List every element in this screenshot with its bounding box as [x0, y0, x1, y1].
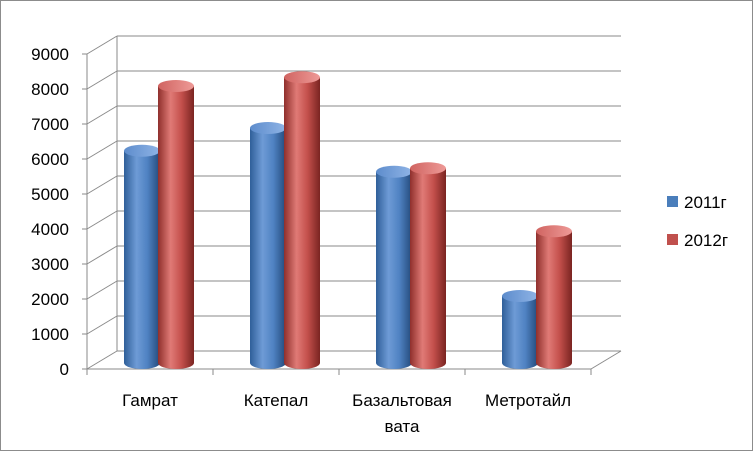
y-tick-label: 1000 [31, 325, 69, 344]
gridline-depth-6000 [86, 140, 118, 160]
x-tick-label: Катепал [244, 391, 309, 410]
bar-top [250, 122, 286, 134]
bar-2012г-Метротайл [536, 225, 572, 369]
bar-2012г-Гамрат [158, 80, 194, 369]
gridline-depth-1000 [86, 315, 118, 335]
bar-body [502, 296, 538, 369]
bar-body [158, 86, 194, 369]
bar-top [376, 165, 412, 178]
gridline-depth-7000 [86, 105, 118, 125]
bar-2011г-Метротайл [502, 290, 538, 369]
x-tick-label: Метротайл [485, 391, 571, 410]
y-tick-label: 7000 [31, 115, 69, 134]
bar-top [158, 80, 194, 92]
y-tick-label: 0 [60, 360, 69, 379]
legend-label-0: 2011г [684, 193, 727, 212]
legend: 2011г 2012г [667, 193, 728, 250]
bar-body [284, 77, 320, 369]
y-tick-label: 8000 [31, 80, 69, 99]
gridline-depth-2000 [86, 280, 118, 300]
bar-body [376, 171, 412, 369]
bar-top [410, 162, 446, 175]
y-tick-label: 4000 [31, 220, 69, 239]
bar-2011г-Катепал [250, 122, 286, 369]
axes [82, 53, 622, 375]
labels: 0 1000 2000 3000 4000 5000 6000 7000 8000 9000 Гам… [31, 45, 571, 436]
bar-body [410, 168, 446, 369]
bar-body [536, 231, 572, 369]
gridlines [86, 35, 621, 370]
bar-top [536, 225, 572, 238]
gridline-depth-0 [86, 350, 118, 370]
bar-body [250, 128, 286, 369]
gridline-depth-4000 [86, 210, 118, 230]
bar-2011г-Гамрат [124, 144, 160, 369]
legend-swatch-1 [667, 234, 678, 245]
gridline-depth-5000 [86, 175, 118, 195]
y-tick-label: 2000 [31, 290, 69, 309]
bar-top [284, 71, 320, 84]
x-tick-label: Гамрат [122, 391, 178, 410]
gridline-depth-9000 [86, 35, 118, 55]
bar-top [124, 144, 160, 157]
y-tick-label: 5000 [31, 185, 69, 204]
x-tick-label: вата [385, 417, 421, 436]
y-tick-label: 6000 [31, 150, 69, 169]
y-tick-label: 3000 [31, 255, 69, 274]
legend-swatch-0 [667, 196, 678, 207]
bar-2012г-Базальтовая вата [410, 162, 446, 369]
bar-body [124, 150, 160, 369]
bar-top [502, 290, 538, 302]
bars [124, 71, 572, 369]
gridline-depth-3000 [86, 245, 118, 265]
x-tick-label: Базальтовая [352, 391, 452, 410]
gridline-depth-8000 [86, 70, 118, 90]
y-tick-label: 9000 [31, 45, 69, 64]
bar-2012г-Катепал [284, 71, 320, 369]
legend-label-1: 2012г [684, 231, 728, 250]
bar-2011г-Базальтовая вата [376, 165, 412, 369]
floor-right-edge [590, 350, 622, 370]
